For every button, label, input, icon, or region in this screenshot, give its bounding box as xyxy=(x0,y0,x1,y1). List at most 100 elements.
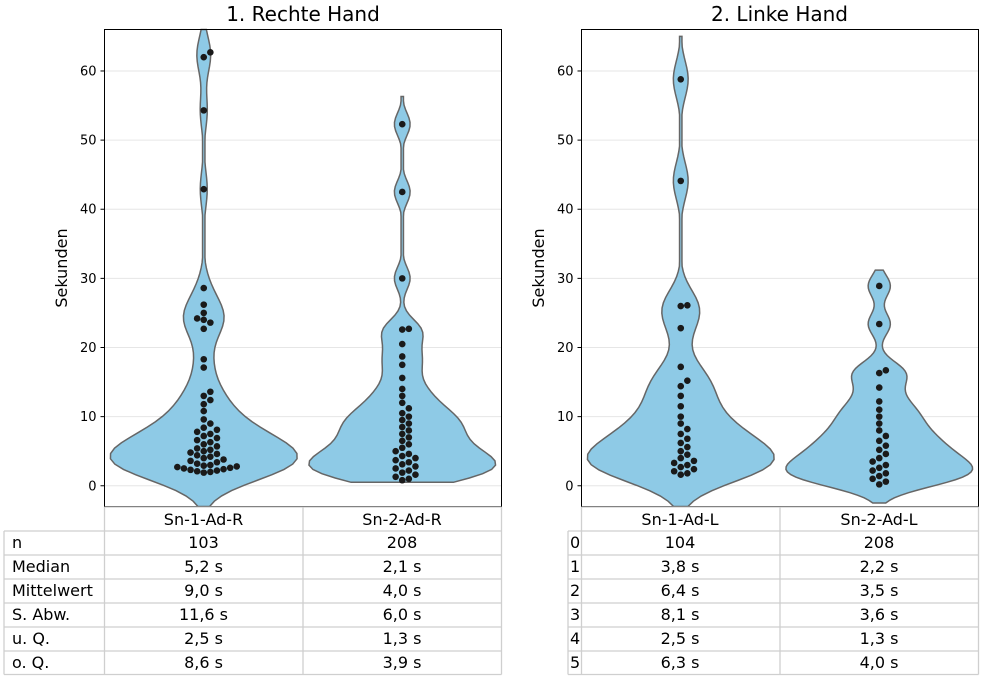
data-point xyxy=(398,326,406,333)
data-point xyxy=(875,454,883,462)
column-header: Sn-2-Ad-R xyxy=(362,510,441,529)
data-point xyxy=(200,316,208,324)
data-point xyxy=(398,353,406,360)
y-tick-label: 60 xyxy=(80,64,97,79)
y-tick-label: 0 xyxy=(565,479,573,494)
data-point xyxy=(405,440,413,448)
data-point xyxy=(684,461,691,469)
y-ticks: 0 10 20 30 40 50 60 xyxy=(80,64,105,494)
stats-table: Sn-1-Ad-R Sn-2-Ad-R n 103 208 Median 5,2… xyxy=(3,506,503,676)
y-tick-label: 50 xyxy=(557,134,574,149)
data-point xyxy=(398,120,406,128)
data-point xyxy=(200,185,208,193)
data-point xyxy=(677,402,685,410)
data-point xyxy=(200,309,208,317)
data-point xyxy=(882,461,890,469)
chart-title: 1. Rechte Hand xyxy=(226,2,380,26)
data-point xyxy=(882,442,890,449)
data-point xyxy=(875,384,883,391)
data-point xyxy=(684,443,691,451)
data-point xyxy=(677,447,685,455)
panel-rechte-hand: 1. Rechte Hand 0 10 20 30 40 50 60 Sekunden Sn… xyxy=(3,2,503,676)
data-point xyxy=(187,457,194,465)
y-tick-label: 0 xyxy=(88,479,96,494)
row-label: 4 xyxy=(570,629,580,648)
data-point xyxy=(405,467,413,474)
data-point xyxy=(200,325,208,333)
data-point xyxy=(207,468,214,476)
data-point xyxy=(677,454,685,462)
data-point xyxy=(193,467,201,475)
data-point xyxy=(187,466,194,474)
data-point xyxy=(200,355,208,363)
data-point xyxy=(207,319,214,326)
data-point xyxy=(882,367,890,374)
column-header: Sn-2-Ad-L xyxy=(840,510,917,529)
data-point xyxy=(220,465,227,473)
data-point xyxy=(405,475,413,483)
data-point xyxy=(869,475,876,483)
data-point xyxy=(677,413,685,420)
data-point xyxy=(200,400,208,408)
table-cell: 3,6 s xyxy=(860,605,899,624)
data-point xyxy=(200,424,208,431)
y-tick-label: 60 xyxy=(557,64,574,79)
data-point xyxy=(200,407,208,415)
y-axis-label: Sekunden xyxy=(529,228,548,307)
table-cell: 5,2 s xyxy=(184,557,223,576)
data-point xyxy=(200,447,208,455)
data-point xyxy=(869,467,876,474)
violins xyxy=(109,28,497,508)
data-point xyxy=(677,75,685,83)
data-point xyxy=(405,405,413,412)
data-point xyxy=(882,470,890,477)
data-point xyxy=(405,413,413,420)
data-point xyxy=(398,409,406,417)
data-point xyxy=(875,446,883,454)
data-point xyxy=(200,364,208,371)
y-tick-label: 30 xyxy=(80,272,97,287)
data-point xyxy=(207,453,214,461)
data-point xyxy=(398,423,406,431)
data-point xyxy=(875,320,883,328)
table-cell: 208 xyxy=(864,533,895,552)
data-point xyxy=(193,436,201,444)
data-point xyxy=(405,427,413,434)
data-point xyxy=(200,432,208,440)
table-cell: 3,5 s xyxy=(860,581,899,600)
row-label: 5 xyxy=(570,653,580,672)
data-point xyxy=(200,107,208,114)
table-cell: 2,2 s xyxy=(860,557,899,576)
table-cell: 208 xyxy=(387,533,418,552)
data-point xyxy=(875,420,883,427)
data-point xyxy=(392,456,399,464)
data-point xyxy=(193,452,201,459)
data-point xyxy=(882,450,890,458)
row-label: S. Abw. xyxy=(12,605,70,624)
y-tick-label: 10 xyxy=(557,410,574,425)
data-point xyxy=(187,449,194,456)
row-label: 1 xyxy=(570,557,580,576)
data-point xyxy=(207,446,214,454)
data-point xyxy=(412,454,419,462)
stats-table: Sn-1-Ad-L Sn-2-Ad-L 0 104 208 1 3,8 s 2,… xyxy=(567,506,980,676)
data-point xyxy=(193,460,201,467)
y-ticks: 0 10 20 30 40 50 60 xyxy=(557,64,582,494)
data-point xyxy=(405,420,413,427)
data-point xyxy=(398,476,406,484)
data-point xyxy=(200,301,208,308)
data-point xyxy=(207,461,214,469)
data-point xyxy=(398,416,406,424)
data-point xyxy=(684,302,691,309)
data-point xyxy=(213,450,221,458)
data-point xyxy=(684,470,691,477)
data-point xyxy=(193,428,201,436)
y-tick-label: 10 xyxy=(80,410,97,425)
data-point xyxy=(684,451,691,458)
column-header: Sn-1-Ad-R xyxy=(164,510,243,529)
data-point xyxy=(213,467,221,474)
table-cell: 11,6 s xyxy=(179,605,228,624)
table-cell: 6,4 s xyxy=(661,581,700,600)
data-point xyxy=(875,481,883,488)
